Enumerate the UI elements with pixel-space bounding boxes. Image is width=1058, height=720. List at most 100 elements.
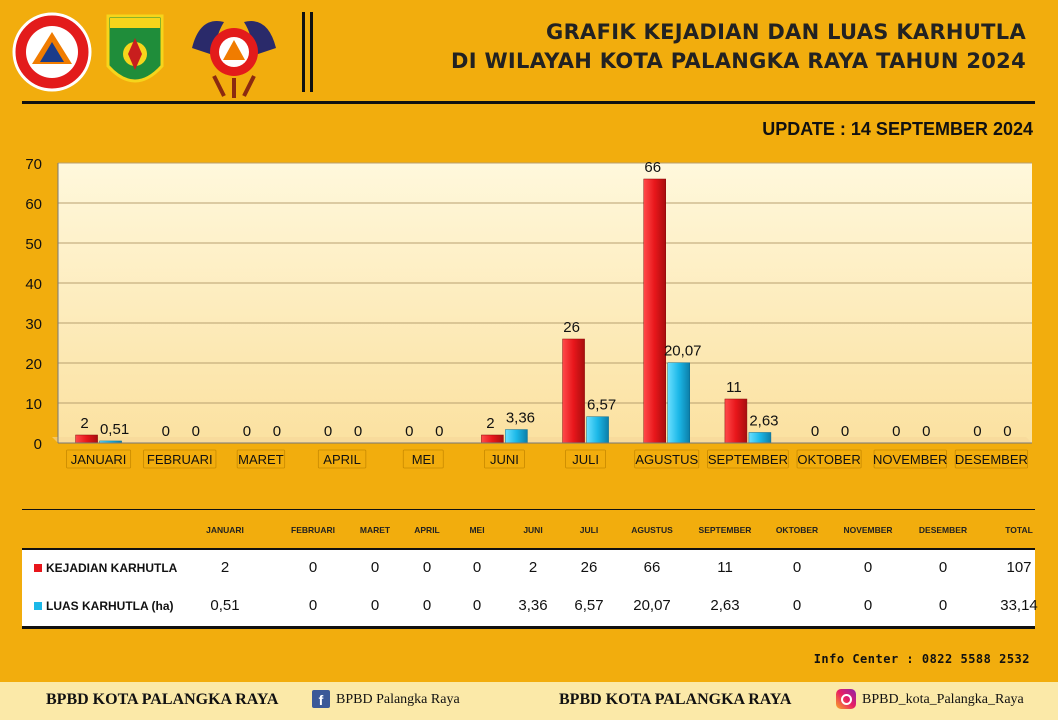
table-header-cell: TOTAL	[1005, 525, 1033, 535]
table-header-cell: JANUARI	[206, 525, 244, 535]
table-cell: 26	[580, 559, 598, 576]
data-label-kejadian: 2	[486, 415, 494, 432]
y-tick-label: 40	[25, 276, 42, 293]
y-tick-label: 0	[34, 436, 42, 453]
table-bottom-rule	[22, 626, 1035, 629]
x-tick-label: MEI	[412, 452, 435, 467]
data-label-kejadian: 0	[243, 423, 251, 440]
legend-swatch-red	[34, 564, 42, 572]
x-tick-label: SEPTEMBER	[708, 452, 788, 467]
facebook-icon: f	[312, 690, 330, 708]
table-cell: 0	[792, 559, 802, 576]
data-label-kejadian: 0	[324, 423, 332, 440]
table-header-row: JANUARI FEBRUARI MARET APRIL MEI JUNI JULI AGUS…	[22, 510, 1035, 550]
plot-area	[58, 163, 1032, 443]
x-tick-box	[317, 449, 367, 469]
table-cell: 107	[1006, 559, 1032, 576]
data-label-kejadian: 0	[405, 423, 413, 440]
title-line-1: GRAFIK KEJADIAN DAN LUAS KARHUTLA	[546, 20, 1026, 44]
pusdalops-logo	[192, 21, 276, 98]
table-cell: 33,14	[1000, 597, 1038, 614]
row-label-text: KEJADIAN KARHUTLA	[46, 561, 178, 575]
table-header-cell: JUNI	[523, 525, 543, 535]
data-label-luas: 3,36	[506, 410, 535, 427]
bar-luas	[505, 429, 528, 444]
bar-luas	[667, 362, 690, 444]
bar-kejadian	[75, 434, 98, 444]
x-tick-box	[565, 449, 606, 469]
x-tick-label: FEBRUARI	[147, 452, 213, 467]
x-tick-label: JUNI	[490, 452, 519, 467]
data-label-luas: 20,07	[664, 343, 702, 360]
data-label-kejadian: 0	[811, 423, 819, 440]
data-label-kejadian: 2	[80, 415, 88, 432]
table-cell: 0	[370, 597, 380, 614]
footer-bar: BPBD KOTA PALANGKA RAYA f BPBD Palangka …	[0, 682, 1058, 720]
table-cell: 66	[643, 559, 661, 576]
x-tick-label: APRIL	[323, 452, 361, 467]
table-cell: 0	[863, 559, 873, 576]
data-label-luas: 0,51	[100, 421, 129, 438]
legend-swatch-blue	[34, 602, 42, 610]
page-title: GRAFIK KEJADIAN DAN LUAS KARHUTLA DI WIL…	[451, 18, 1026, 76]
update-date: UPDATE : 14 SEPTEMBER 2024	[762, 119, 1033, 139]
bar-kejadian	[562, 338, 585, 444]
row-label: KEJADIAN KARHUTLA	[34, 561, 177, 575]
footer-facebook[interactable]: BPBD Palangka Raya	[336, 692, 460, 707]
x-tick-box	[143, 449, 217, 469]
data-label-luas: 0	[273, 423, 281, 440]
data-label-kejadian: 0	[162, 423, 170, 440]
data-label-luas: 6,57	[587, 397, 616, 414]
table-cell: 0	[792, 597, 802, 614]
divider-bar-2	[310, 12, 313, 92]
footer-org-left: BPBD KOTA PALANGKA RAYA	[46, 691, 279, 708]
table-cell: 2	[528, 559, 538, 576]
table-header-cell: MARET	[359, 525, 391, 535]
table-cell: 0	[308, 597, 318, 614]
bpbd-logo	[12, 12, 92, 92]
palangka-raya-crest	[106, 14, 164, 83]
x-tick-box	[484, 449, 525, 469]
instagram-icon	[836, 689, 856, 709]
x-tick-box	[634, 449, 700, 469]
x-tick-label: OKTOBER	[797, 452, 860, 467]
x-tick-box	[236, 449, 286, 469]
y-tick-label: 20	[25, 356, 42, 373]
x-tick-box	[796, 449, 862, 469]
footer-org-right: BPBD KOTA PALANGKA RAYA	[559, 691, 792, 708]
data-label-luas: 0	[192, 423, 200, 440]
table-row: KEJADIAN KARHUTLA 2 0 0 0 0 2 26 66 11 0 0 0 107	[22, 550, 1035, 588]
y-tick-label: 70	[25, 156, 42, 173]
data-label-kejadian: 26	[563, 319, 580, 336]
row-label: LUAS KARHUTLA (ha)	[34, 599, 174, 613]
x-tick-label: NOVEMBER	[873, 452, 947, 467]
table-cell: 6,57	[574, 597, 604, 614]
footer-instagram[interactable]: BPBD_kota_Palangka_Raya	[862, 692, 1024, 707]
data-label-kejadian: 0	[892, 423, 900, 440]
table-cell: 0	[422, 559, 432, 576]
table-cell: 0	[938, 597, 948, 614]
table-cell: 0	[308, 559, 318, 576]
table-header-cell: DESEMBER	[918, 525, 968, 535]
x-tick-label: DESEMBER	[955, 452, 1028, 467]
info-center: Info Center : 0822 5588 2532	[813, 652, 1030, 666]
data-label-luas: 2,63	[749, 412, 778, 429]
y-tick-label: 30	[25, 316, 42, 333]
y-tick-label: 50	[25, 236, 42, 253]
x-tick-label: JANUARI	[71, 452, 127, 467]
table-header-cell: FEBRUARI	[291, 525, 335, 535]
table-cell: 0,51	[210, 597, 240, 614]
table-header-cell: JULI	[579, 525, 599, 535]
x-tick-label: MARET	[238, 452, 284, 467]
plot-floor	[52, 437, 1032, 443]
table-header-cell: SEPTEMBER	[698, 525, 752, 535]
x-tick-box	[66, 449, 132, 469]
x-tick-box	[707, 449, 789, 469]
divider-bar-1	[302, 12, 305, 92]
x-tick-box	[873, 449, 947, 469]
table-header-cell: AGUSTUS	[631, 525, 673, 535]
table-header-cell: NOVEMBER	[843, 525, 893, 535]
data-label-luas: 0	[1003, 423, 1011, 440]
table-header-cell: MEI	[469, 525, 485, 535]
y-tick-label: 60	[25, 196, 42, 213]
